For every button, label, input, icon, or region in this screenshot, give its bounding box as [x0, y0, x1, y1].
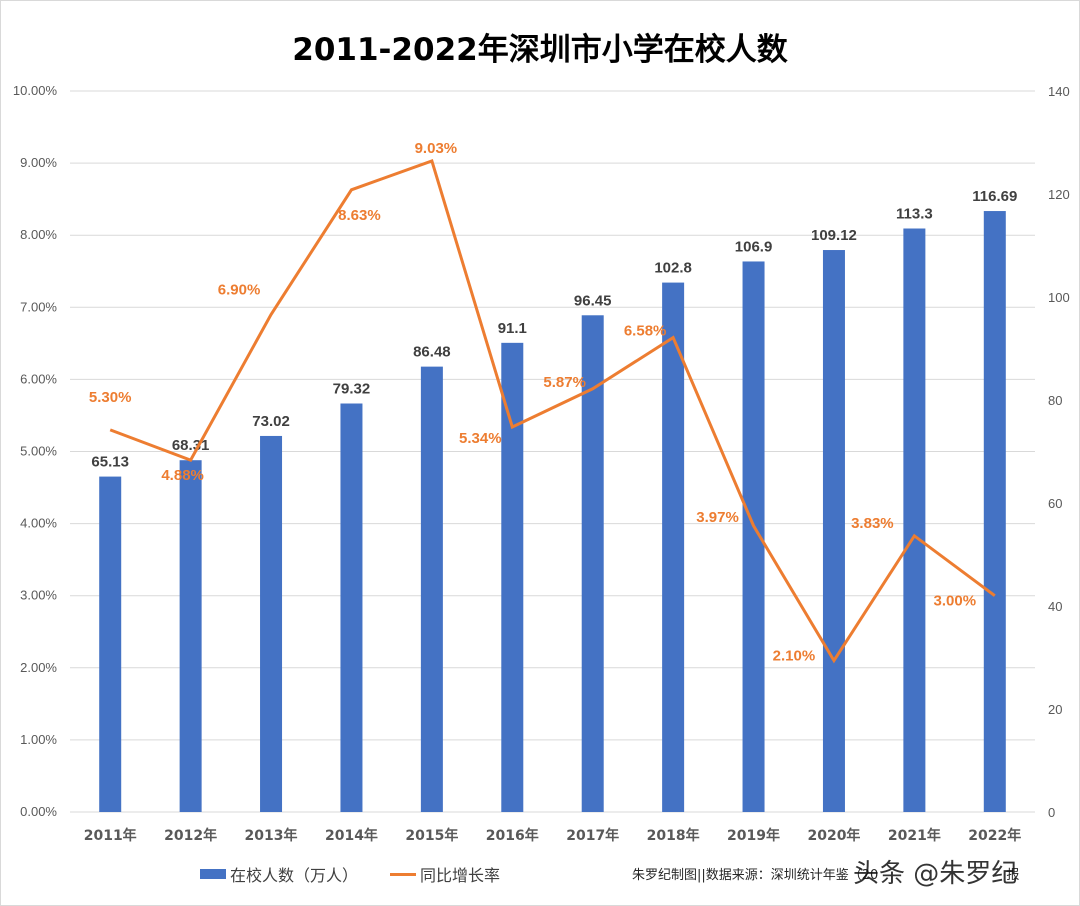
bar [662, 282, 685, 813]
x-axis-tick: 2015年 [405, 827, 458, 844]
bar [822, 250, 845, 813]
legend-line-swatch [390, 872, 417, 876]
right-axis-tick: 40 [1048, 599, 1062, 614]
line-value-label: 6.58% [624, 323, 667, 340]
x-axis-tick: 2020年 [807, 827, 860, 844]
left-axis-tick: 8.00% [20, 227, 57, 242]
bar-value-label: 65.13 [91, 454, 129, 471]
line-value-label: 6.90% [218, 282, 261, 299]
bar [99, 476, 122, 812]
line-value-label: 3.83% [851, 515, 894, 532]
x-axis-tick: 2017年 [566, 827, 619, 844]
left-axis-tick: 1.00% [20, 732, 57, 747]
line-value-label: 2.10% [773, 648, 816, 665]
bar [260, 435, 283, 812]
bar-value-label: 86.48 [413, 344, 451, 361]
x-axis-tick: 2019年 [727, 827, 780, 844]
bar-value-label: 79.32 [333, 381, 371, 398]
left-axis-tick: 3.00% [20, 588, 57, 603]
bar-value-label: 102.8 [654, 260, 692, 277]
x-axis-tick: 2021年 [888, 827, 941, 844]
x-axis-tick: 2012年 [164, 827, 217, 844]
bar [501, 342, 524, 812]
right-axis-tick: 80 [1048, 393, 1062, 408]
left-axis-tick: 0.00% [20, 804, 57, 819]
left-axis-tick: 6.00% [20, 371, 57, 386]
right-axis-tick: 140 [1048, 84, 1070, 99]
legend-line-label: 同比增长率 [420, 866, 501, 885]
legend-bar-swatch [200, 869, 226, 879]
right-axis-tick: 20 [1048, 702, 1062, 717]
x-axis-tick: 2014年 [325, 827, 378, 844]
chart-title: 2011-2022年深圳市小学在校人数 [292, 32, 788, 68]
line-value-label: 3.97% [696, 509, 739, 526]
bar [420, 366, 443, 812]
bar-value-label: 109.12 [811, 227, 857, 244]
right-axis-tick: 60 [1048, 496, 1062, 511]
left-axis-tick: 10.00% [13, 83, 58, 98]
x-axis-tick: 2022年 [968, 827, 1021, 844]
left-axis-tick: 7.00% [20, 299, 57, 314]
bar-value-label: 113.3 [896, 206, 933, 223]
left-axis-tick: 4.00% [20, 516, 57, 531]
bar [983, 211, 1006, 812]
bar [742, 261, 765, 813]
left-axis-tick: 2.00% [20, 660, 57, 675]
watermark: 头条 @朱罗纪 [853, 859, 1018, 889]
x-axis-tick: 2018年 [647, 827, 700, 844]
left-axis-tick: 5.00% [20, 444, 57, 459]
line-value-label: 5.87% [543, 374, 586, 391]
line-value-label: 5.34% [459, 430, 502, 447]
line-value-label: 5.30% [89, 389, 132, 406]
bar-value-label: 73.02 [252, 413, 290, 430]
left-axis-tick: 9.00% [20, 155, 57, 170]
bar-value-label: 96.45 [574, 292, 612, 309]
bar [903, 228, 926, 812]
x-axis-tick: 2016年 [486, 827, 539, 844]
x-axis-tick: 2011年 [84, 827, 137, 844]
bar-value-label: 68.31 [172, 437, 210, 454]
legend-bar-label: 在校人数（万人） [230, 866, 359, 885]
bar-value-label: 91.1 [498, 320, 527, 337]
x-axis-tick: 2013年 [245, 827, 298, 844]
source-note: 朱罗纪制图||数据来源：深圳统计年鉴（20 报 [632, 868, 1020, 883]
bar [179, 460, 202, 812]
bar [340, 403, 363, 812]
right-axis-tick: 0 [1048, 805, 1055, 820]
growth-line [109, 158, 996, 664]
bar [581, 315, 604, 812]
bar-value-label: 116.69 [972, 188, 1017, 205]
line-value-label: 9.03% [415, 140, 458, 157]
line-value-label: 3.00% [934, 593, 977, 610]
bar-value-label: 106.9 [735, 238, 773, 255]
chart-legend: 在校人数（万人） 同比增长率 [200, 862, 500, 886]
line-value-label: 8.63% [338, 207, 381, 224]
right-axis-tick: 120 [1048, 187, 1070, 202]
line-value-label: 4.88% [161, 467, 204, 484]
right-axis-tick: 100 [1048, 290, 1070, 305]
